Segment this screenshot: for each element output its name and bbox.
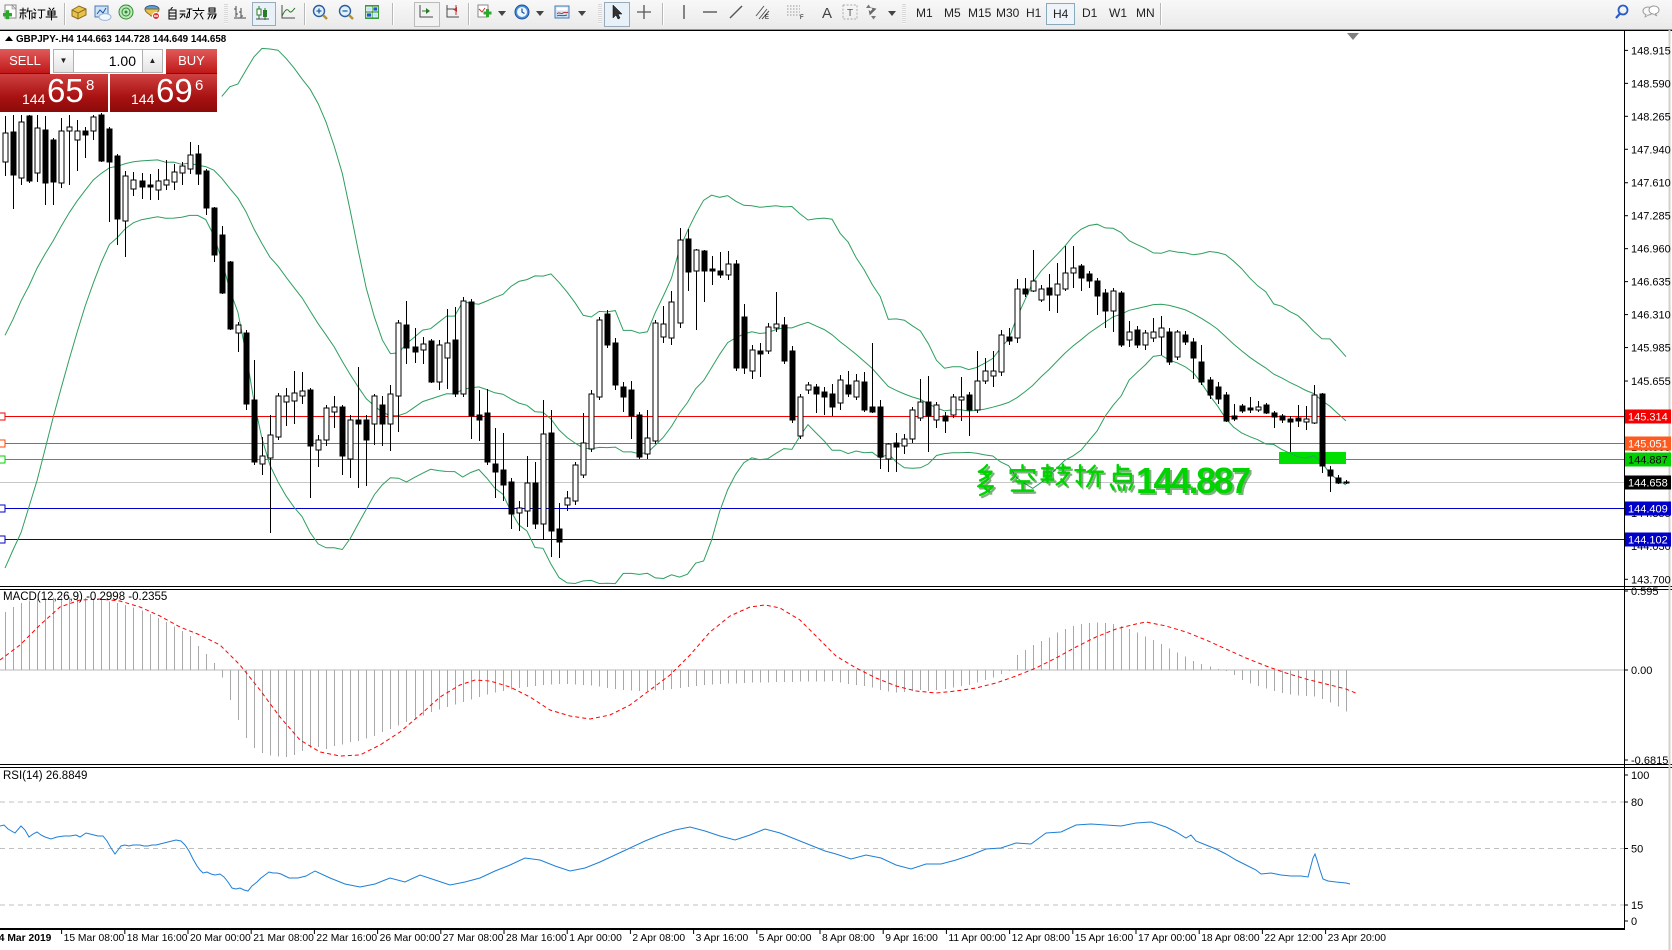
svg-text:22 Apr 12:00: 22 Apr 12:00 <box>1264 933 1323 944</box>
svg-text:12 Apr 08:00: 12 Apr 08:00 <box>1012 933 1071 944</box>
svg-text:146.635: 146.635 <box>1631 277 1671 289</box>
svg-text:F: F <box>800 15 804 21</box>
svg-text:E: E <box>765 15 769 21</box>
svg-text:146.960: 146.960 <box>1631 244 1671 256</box>
svg-text:145.051: 145.051 <box>1628 439 1668 451</box>
svg-text:148.590: 148.590 <box>1631 78 1671 90</box>
svg-text:143.700: 143.700 <box>1631 574 1671 586</box>
svg-text:T: T <box>847 8 853 19</box>
svg-text:144.409: 144.409 <box>1628 504 1668 516</box>
svg-text:22 Mar 16:00: 22 Mar 16:00 <box>316 933 377 944</box>
svg-text:14 Mar 2019: 14 Mar 2019 <box>0 933 52 944</box>
svg-text:80: 80 <box>1631 797 1643 809</box>
svg-text:148.265: 148.265 <box>1631 111 1671 123</box>
svg-text:0.00: 0.00 <box>1631 665 1652 677</box>
svg-text:27 Mar 08:00: 27 Mar 08:00 <box>443 933 504 944</box>
svg-text:144.658: 144.658 <box>1628 478 1668 490</box>
svg-text:21 Mar 08:00: 21 Mar 08:00 <box>253 933 314 944</box>
svg-text:5 Apr 00:00: 5 Apr 00:00 <box>759 933 812 944</box>
svg-text:8 Apr 08:00: 8 Apr 08:00 <box>822 933 875 944</box>
svg-text:15 Apr 16:00: 15 Apr 16:00 <box>1075 933 1134 944</box>
svg-text:18 Apr 08:00: 18 Apr 08:00 <box>1201 933 1260 944</box>
svg-text:50: 50 <box>1631 844 1643 856</box>
svg-text:0.595: 0.595 <box>1631 586 1659 598</box>
svg-text:2 Apr 08:00: 2 Apr 08:00 <box>632 933 685 944</box>
svg-text:100: 100 <box>1631 770 1649 782</box>
svg-text:147.940: 147.940 <box>1631 144 1671 156</box>
svg-text:144.887: 144.887 <box>1138 462 1252 503</box>
svg-text:145.655: 145.655 <box>1631 376 1671 388</box>
svg-text:147.610: 147.610 <box>1631 178 1671 190</box>
svg-text:15 Mar 08:00: 15 Mar 08:00 <box>64 933 125 944</box>
svg-text:9 Apr 16:00: 9 Apr 16:00 <box>885 933 938 944</box>
svg-text:144.102: 144.102 <box>1628 535 1668 547</box>
svg-text:17 Apr 00:00: 17 Apr 00:00 <box>1138 933 1197 944</box>
svg-text:1 Apr 00:00: 1 Apr 00:00 <box>569 933 622 944</box>
svg-text:26 Mar 00:00: 26 Mar 00:00 <box>380 933 441 944</box>
svg-text:145.314: 145.314 <box>1628 412 1668 424</box>
svg-text:RSI(14) 26.8849: RSI(14) 26.8849 <box>3 770 87 782</box>
svg-text:0: 0 <box>1631 916 1637 928</box>
svg-text:15: 15 <box>1631 900 1643 912</box>
svg-text:144.887: 144.887 <box>1628 455 1668 467</box>
svg-text:20 Mar 00:00: 20 Mar 00:00 <box>190 933 251 944</box>
svg-text:147.285: 147.285 <box>1631 211 1671 223</box>
svg-text:148.915: 148.915 <box>1631 45 1671 57</box>
svg-text:145.985: 145.985 <box>1631 343 1671 355</box>
svg-text:GBPJPY-.H4 144.663 144.728 14: GBPJPY-.H4 144.663 144.728 144.649 144.6… <box>16 34 227 45</box>
svg-text:144.887: 144.887 <box>1136 460 1250 501</box>
svg-text:11 Apr 00:00: 11 Apr 00:00 <box>948 933 1006 944</box>
svg-text:3 Apr 16:00: 3 Apr 16:00 <box>696 933 749 944</box>
svg-text:28 Mar 16:00: 28 Mar 16:00 <box>506 933 567 944</box>
svg-text:MACD(12,26,9) -0.2998 -0.2355: MACD(12,26,9) -0.2998 -0.2355 <box>3 591 167 603</box>
svg-text:23 Apr 20:00: 23 Apr 20:00 <box>1328 933 1387 944</box>
svg-text:146.310: 146.310 <box>1631 310 1671 322</box>
svg-text:-0.6815: -0.6815 <box>1631 755 1668 767</box>
svg-text:18 Mar 16:00: 18 Mar 16:00 <box>127 933 188 944</box>
